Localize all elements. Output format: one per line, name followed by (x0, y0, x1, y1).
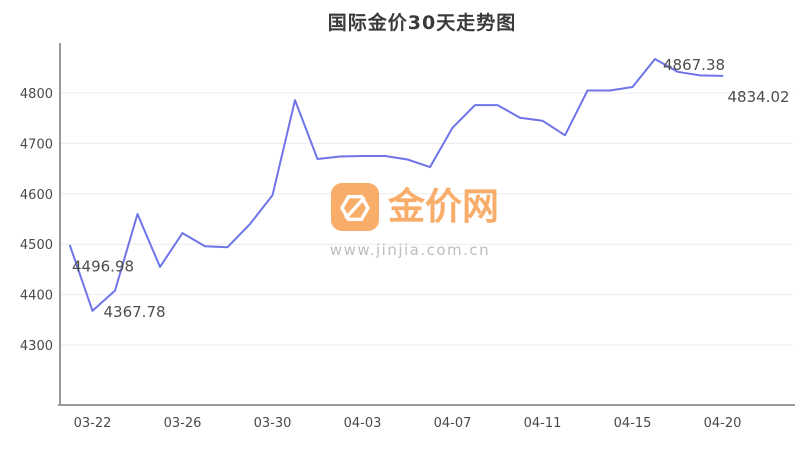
x-tick-label: 04-11 (524, 416, 562, 431)
chart-title: 国际金价30天走势图 (327, 12, 517, 34)
point-value-label: 4367.78 (104, 303, 166, 321)
x-tick-label: 04-20 (704, 416, 742, 431)
y-tick-label: 4500 (20, 238, 53, 253)
point-value-label: 4496.98 (72, 258, 134, 276)
price-line (69, 58, 724, 312)
x-tick-label: 04-03 (344, 416, 382, 431)
x-tick-label: 03-26 (164, 416, 202, 431)
x-tick-label: 04-07 (434, 416, 472, 431)
point-value-label: 4834.02 (728, 88, 790, 106)
y-tick-label: 4300 (20, 339, 53, 354)
y-tick-label: 4600 (20, 188, 53, 203)
y-tick-label: 4800 (20, 87, 53, 102)
y-tick-label: 4400 (20, 289, 53, 304)
y-tick-label: 4700 (20, 137, 53, 152)
x-tick-label: 03-22 (74, 416, 112, 431)
point-value-label: 4867.38 (663, 56, 725, 74)
x-tick-label: 04-15 (614, 416, 652, 431)
x-tick-label: 03-30 (254, 416, 292, 431)
